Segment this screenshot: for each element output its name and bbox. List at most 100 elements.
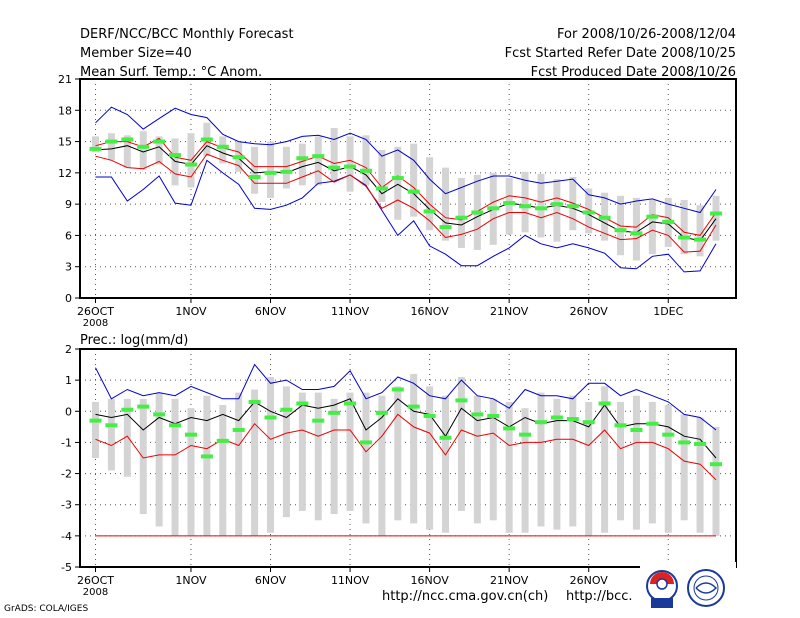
spread-box bbox=[394, 386, 402, 521]
spread-box bbox=[537, 392, 545, 527]
ncc-logo-icon bbox=[687, 569, 725, 607]
x-tick-label: 26NOV bbox=[570, 305, 609, 318]
median-marker bbox=[709, 462, 722, 467]
produced-date: Fcst Produced Date 2008/10/26 bbox=[530, 65, 736, 80]
spread-box bbox=[521, 171, 529, 233]
spread-box bbox=[632, 395, 640, 530]
spread-box bbox=[187, 408, 195, 536]
x-tick-label: 1DEC bbox=[653, 305, 683, 318]
outer-high-line bbox=[95, 363, 717, 431]
spread-box bbox=[426, 386, 434, 530]
spread-box bbox=[394, 146, 402, 220]
spread-box bbox=[362, 135, 370, 186]
median-marker bbox=[105, 423, 118, 428]
median-marker bbox=[264, 170, 277, 175]
median-marker bbox=[487, 206, 500, 211]
median-marker bbox=[216, 438, 229, 443]
y-tick-label: -4 bbox=[61, 530, 72, 543]
median-marker bbox=[407, 404, 420, 409]
spread-box bbox=[155, 136, 163, 165]
ensemble-mean-line bbox=[95, 398, 717, 459]
spread-box bbox=[601, 386, 609, 533]
x-tick-label: 26NOV bbox=[570, 574, 609, 587]
spread-box bbox=[426, 157, 434, 231]
spread-box bbox=[123, 135, 131, 168]
y-tick-label: 0 bbox=[65, 292, 72, 305]
spread-box bbox=[378, 395, 386, 536]
median-marker bbox=[391, 387, 404, 392]
spread-box bbox=[346, 136, 354, 192]
median-marker bbox=[550, 202, 563, 207]
spread-box bbox=[362, 392, 370, 524]
spread-box bbox=[696, 205, 704, 257]
median-marker bbox=[455, 398, 468, 403]
spread-box bbox=[107, 133, 115, 161]
median-marker bbox=[534, 206, 547, 211]
spread-box bbox=[282, 386, 290, 518]
median-marker bbox=[439, 435, 452, 440]
x-tick-label: 16NOV bbox=[411, 574, 450, 587]
median-marker bbox=[328, 410, 341, 415]
median-marker bbox=[391, 176, 404, 181]
median-marker bbox=[566, 417, 579, 422]
median-marker bbox=[439, 225, 452, 230]
spread-box bbox=[298, 392, 306, 511]
median-marker bbox=[646, 214, 659, 219]
median-marker bbox=[137, 144, 150, 149]
spread-box bbox=[569, 395, 577, 527]
x-tick-label: 11NOV bbox=[331, 305, 370, 318]
spread-box bbox=[107, 398, 115, 471]
median-marker bbox=[153, 412, 166, 417]
median-marker bbox=[407, 189, 420, 194]
median-marker bbox=[359, 168, 372, 173]
spread-box bbox=[235, 392, 243, 536]
spread-box bbox=[378, 149, 386, 203]
median-marker bbox=[328, 165, 341, 170]
median-marker bbox=[455, 215, 468, 220]
median-marker bbox=[375, 410, 388, 415]
median-marker bbox=[678, 235, 691, 240]
median-marker bbox=[614, 228, 627, 233]
spread-box bbox=[219, 136, 227, 164]
spread-box bbox=[489, 398, 497, 521]
median-marker bbox=[662, 219, 675, 224]
spread-box bbox=[314, 136, 322, 186]
ensemble-mean-line bbox=[95, 145, 717, 242]
spread-box bbox=[473, 395, 481, 524]
y-tick-label: 15 bbox=[58, 136, 72, 149]
y-tick-label: 12 bbox=[58, 167, 72, 180]
spread-box bbox=[712, 426, 720, 536]
bcc-url[interactable]: http://bcc. bbox=[566, 589, 633, 604]
spread-box bbox=[457, 377, 465, 511]
spread-box bbox=[139, 398, 147, 515]
spread-box bbox=[203, 395, 211, 536]
plot-frame bbox=[79, 78, 737, 299]
y-tick-label: 21 bbox=[58, 73, 72, 86]
ncc-url[interactable]: http://ncc.cma.gov.cn(ch) bbox=[382, 589, 549, 604]
y-tick-label: 9 bbox=[65, 198, 72, 211]
spread-box bbox=[346, 392, 354, 511]
spread-box bbox=[410, 143, 418, 217]
x-tick-label: 21NOV bbox=[490, 574, 529, 587]
spread-box bbox=[155, 392, 163, 527]
median-marker bbox=[375, 186, 388, 191]
y-tick-label: 3 bbox=[65, 261, 72, 274]
median-marker bbox=[598, 401, 611, 406]
median-marker bbox=[519, 204, 532, 209]
spread-box bbox=[585, 401, 593, 536]
y-tick-label: -5 bbox=[61, 561, 72, 574]
spread-box bbox=[139, 131, 147, 170]
y-tick-label: -2 bbox=[61, 468, 72, 481]
spread-box bbox=[298, 143, 306, 186]
median-marker bbox=[678, 440, 691, 445]
median-marker bbox=[630, 231, 643, 236]
x-tick-label: 1NOV bbox=[175, 305, 207, 318]
median-marker bbox=[471, 412, 484, 417]
median-marker bbox=[503, 426, 516, 431]
grads-credit: GrADS: COLA/IGES bbox=[4, 604, 89, 614]
spread-box bbox=[680, 199, 688, 255]
spread-box bbox=[712, 195, 720, 241]
spread-box bbox=[648, 401, 656, 524]
median-marker bbox=[519, 432, 532, 437]
x-tick-label: 21NOV bbox=[490, 305, 529, 318]
